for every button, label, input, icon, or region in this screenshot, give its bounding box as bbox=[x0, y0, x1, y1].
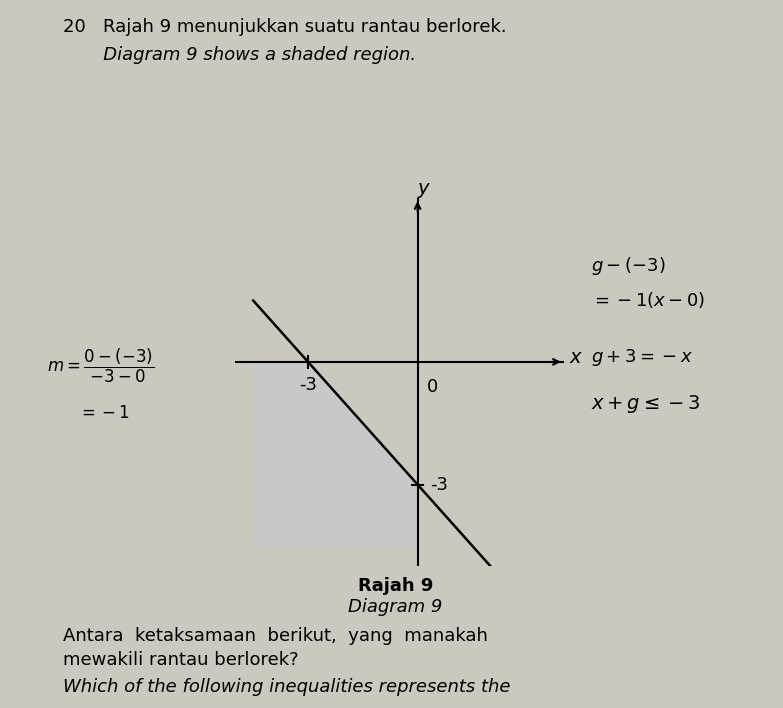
Text: $m = \dfrac{0-(-3)}{-3-0}$: $m = \dfrac{0-(-3)}{-3-0}$ bbox=[47, 347, 154, 385]
Text: y: y bbox=[417, 179, 429, 198]
Text: $g + 3 = -x$: $g + 3 = -x$ bbox=[591, 347, 693, 368]
Text: Diagram 9 shows a shaded region.: Diagram 9 shows a shaded region. bbox=[63, 46, 416, 64]
Text: $= -1$: $= -1$ bbox=[78, 404, 130, 421]
Text: Rajah 9: Rajah 9 bbox=[358, 577, 433, 595]
Text: $= -1(x - 0)$: $= -1(x - 0)$ bbox=[591, 290, 705, 310]
Text: Diagram 9: Diagram 9 bbox=[348, 598, 442, 616]
Polygon shape bbox=[253, 362, 417, 546]
Text: $g - (-3)$: $g - (-3)$ bbox=[591, 255, 666, 277]
Text: $x + g \leq -3$: $x + g \leq -3$ bbox=[591, 393, 700, 415]
Text: mewakili rantau berlorek?: mewakili rantau berlorek? bbox=[63, 651, 298, 669]
Text: Antara  ketaksamaan  berikut,  yang  manakah: Antara ketaksamaan berikut, yang manakah bbox=[63, 627, 488, 644]
Text: -3: -3 bbox=[299, 376, 317, 394]
Text: 0: 0 bbox=[427, 378, 438, 396]
Text: 20   Rajah 9 menunjukkan suatu rantau berlorek.: 20 Rajah 9 menunjukkan suatu rantau berl… bbox=[63, 18, 507, 35]
Text: Which of the following inequalities represents the: Which of the following inequalities repr… bbox=[63, 678, 511, 696]
Text: -3: -3 bbox=[431, 476, 449, 493]
Text: x: x bbox=[569, 348, 581, 367]
